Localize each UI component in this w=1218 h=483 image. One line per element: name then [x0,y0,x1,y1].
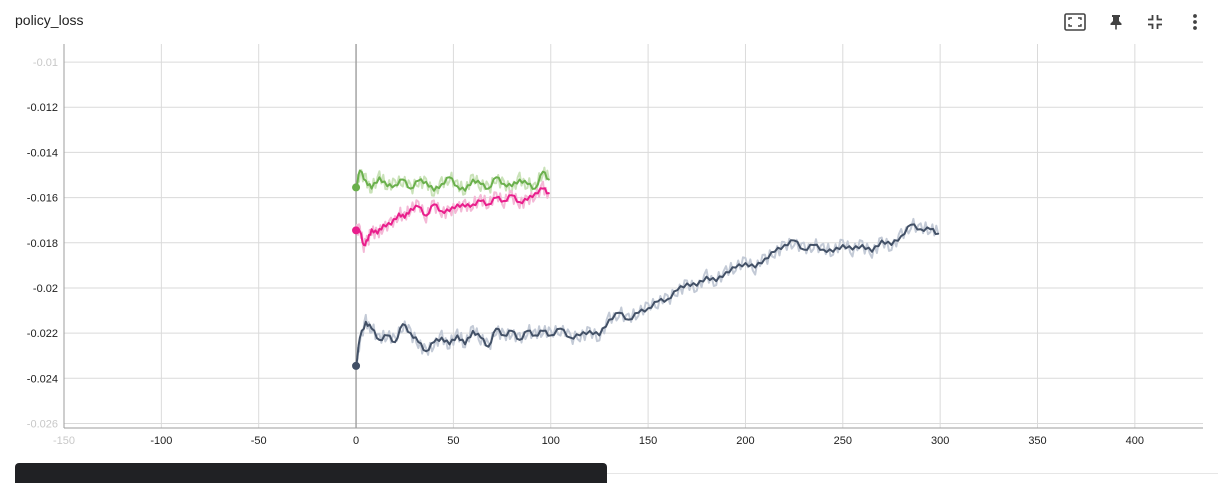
collapse-button[interactable] [1143,10,1167,34]
x-tick-label: 50 [447,435,459,447]
pin-icon [1110,15,1122,30]
x-tick-label: 200 [736,435,754,447]
x-tick-label: -150 [53,435,75,447]
y-tick-label: -0.014 [27,147,58,159]
series-2-start-point[interactable] [352,361,361,370]
x-tick-label: 350 [1028,435,1046,447]
line-chart[interactable]: -0.01 -0.012 -0.014 -0.016 -0.018 -0.02 -0.022… [0,0,1218,460]
divider [607,473,1218,474]
x-tick-label: 100 [542,435,560,447]
card-header: policy_loss [0,0,1218,44]
series-0-line[interactable] [355,169,550,192]
more-options-button[interactable] [1183,10,1207,34]
series-2-raw-line [355,217,940,366]
x-tick-label: 250 [834,435,852,447]
fit-domain-button[interactable] [1063,10,1087,34]
pin-button[interactable] [1104,10,1128,34]
series-2-line[interactable] [355,223,940,367]
y-tick-label: -0.018 [27,238,58,250]
y-tick-label: -0.016 [27,193,58,205]
x-tick-label: -50 [251,435,267,447]
y-tick-label: -0.024 [27,373,58,385]
dark-panel-edge [15,463,607,483]
collapse-icon [1148,15,1162,29]
series-1-line[interactable] [355,187,550,247]
y-tick-label: -0.012 [27,102,58,114]
more-vert-icon [1193,14,1197,30]
x-tick-label: 150 [639,435,657,447]
x-tick-label: 300 [931,435,949,447]
x-tick-label: 0 [353,435,359,447]
card-title: policy_loss [15,12,84,28]
x-tick-label: 400 [1126,435,1144,447]
series-1-start-point[interactable] [352,226,361,235]
y-tick-label: -0.026 [27,418,58,430]
y-tick-label: -0.02 [33,283,58,295]
y-tick-label: -0.022 [27,328,58,340]
series-0-start-point[interactable] [352,183,361,192]
y-tick-label: -0.01 [33,57,58,69]
fit-domain-icon [1064,13,1086,31]
x-tick-label: -100 [150,435,172,447]
series-1-raw-line [355,180,550,253]
